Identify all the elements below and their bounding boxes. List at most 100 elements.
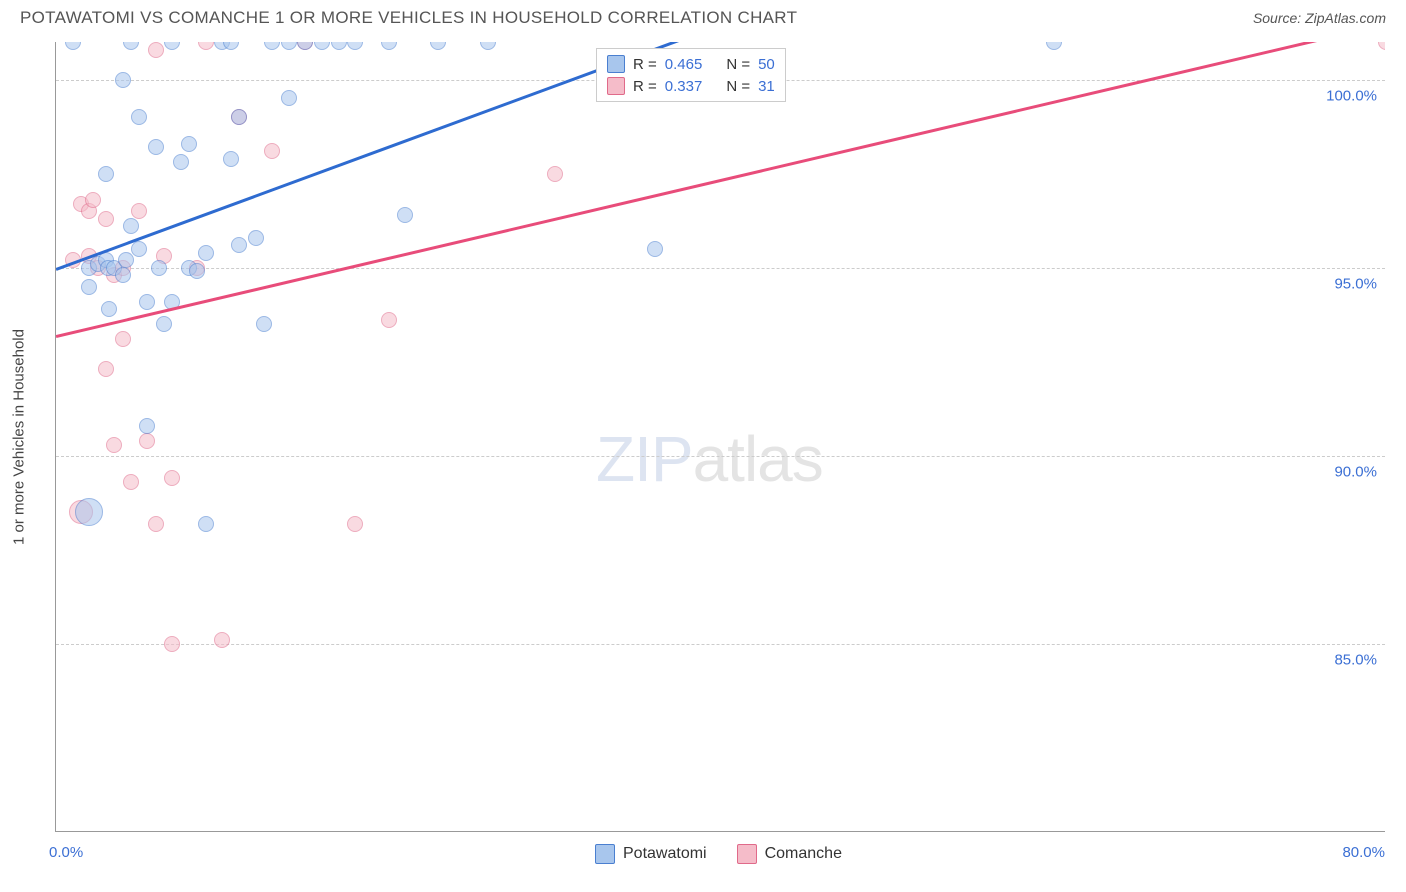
data-point-potawatomi [65,42,81,50]
data-point-comanche [98,211,114,227]
data-point-potawatomi [1046,42,1062,50]
data-point-potawatomi [123,218,139,234]
x-tick [1054,831,1055,832]
r-label: R = [633,78,657,95]
watermark-zip: ZIP [596,423,693,495]
data-point-comanche [98,361,114,377]
x-tick-label-max: 80.0% [1342,844,1385,861]
x-tick [721,831,722,832]
data-point-potawatomi [131,109,147,125]
data-point-potawatomi [115,267,131,283]
watermark: ZIPatlas [596,422,823,496]
n-label: N = [726,56,750,73]
data-point-potawatomi [231,109,247,125]
swatch-potawatomi [595,844,615,864]
data-point-potawatomi [98,166,114,182]
data-point-comanche [85,192,101,208]
y-tick-label: 100.0% [1326,87,1377,104]
x-tick [555,831,556,832]
data-point-comanche [198,42,214,50]
x-tick [222,831,223,832]
legend-row-potawatomi: R = 0.465 N = 50 [607,53,775,75]
x-tick [1137,831,1138,832]
x-tick-label-min: 0.0% [49,844,83,861]
legend-row-comanche: R = 0.337 N = 31 [607,75,775,97]
x-tick [970,831,971,832]
x-tick [1303,831,1304,832]
data-point-comanche [1378,42,1385,50]
data-point-comanche [148,516,164,532]
data-point-comanche [148,42,164,58]
data-point-potawatomi [151,260,167,276]
data-point-comanche [106,437,122,453]
x-tick [389,831,390,832]
data-point-potawatomi [347,42,363,50]
data-point-potawatomi [248,230,264,246]
y-tick-label: 90.0% [1334,463,1377,480]
data-point-potawatomi [297,42,313,50]
data-point-potawatomi [81,279,97,295]
series-legend: Potawatomi Comanche [595,844,842,864]
data-point-potawatomi [198,516,214,532]
data-point-potawatomi [223,151,239,167]
data-point-comanche [381,312,397,328]
data-point-potawatomi [173,154,189,170]
chart-title: POTAWATOMI VS COMANCHE 1 OR MORE VEHICLE… [20,8,797,28]
data-point-potawatomi [148,139,164,155]
legend-item-comanche: Comanche [737,844,842,864]
data-point-potawatomi [281,42,297,50]
y-tick-label: 95.0% [1334,275,1377,292]
data-point-potawatomi [381,42,397,50]
data-point-potawatomi [118,252,134,268]
data-point-comanche [164,636,180,652]
r-value: 0.465 [665,56,703,73]
x-tick [1220,831,1221,832]
data-point-potawatomi [75,498,103,526]
plot-region: ZIPatlas 85.0% 90.0% 95.0% 100.0% R = 0.465… [55,42,1385,832]
n-label: N = [726,78,750,95]
data-point-potawatomi [256,316,272,332]
data-point-potawatomi [314,42,330,50]
legend-item-potawatomi: Potawatomi [595,844,707,864]
data-point-comanche [139,433,155,449]
data-point-comanche [347,516,363,532]
r-label: R = [633,56,657,73]
data-point-potawatomi [164,42,180,50]
swatch-comanche [607,77,625,95]
legend-label: Potawatomi [623,845,707,863]
data-point-potawatomi [331,42,347,50]
data-point-potawatomi [123,42,139,50]
data-point-comanche [123,474,139,490]
data-point-potawatomi [181,136,197,152]
data-point-potawatomi [115,72,131,88]
legend-label: Comanche [765,845,842,863]
data-point-comanche [264,143,280,159]
watermark-atlas: atlas [693,423,823,495]
data-point-potawatomi [198,245,214,261]
r-value: 0.337 [665,78,703,95]
chart-area: 1 or more Vehicles in Household ZIPatlas… [55,42,1385,832]
chart-source: Source: ZipAtlas.com [1253,10,1386,26]
gridline-h [56,644,1385,645]
data-point-potawatomi [101,301,117,317]
data-point-potawatomi [264,42,280,50]
n-value: 31 [758,78,775,95]
data-point-comanche [164,470,180,486]
gridline-h [56,268,1385,269]
data-point-potawatomi [231,237,247,253]
swatch-potawatomi [607,55,625,73]
data-point-potawatomi [480,42,496,50]
data-point-comanche [131,203,147,219]
swatch-comanche [737,844,757,864]
data-point-comanche [547,166,563,182]
y-tick-label: 85.0% [1334,651,1377,668]
data-point-comanche [115,331,131,347]
x-tick [804,831,805,832]
x-tick [638,831,639,832]
n-value: 50 [758,56,775,73]
data-point-potawatomi [139,418,155,434]
data-point-potawatomi [281,90,297,106]
data-point-potawatomi [397,207,413,223]
data-point-comanche [214,632,230,648]
x-tick [887,831,888,832]
